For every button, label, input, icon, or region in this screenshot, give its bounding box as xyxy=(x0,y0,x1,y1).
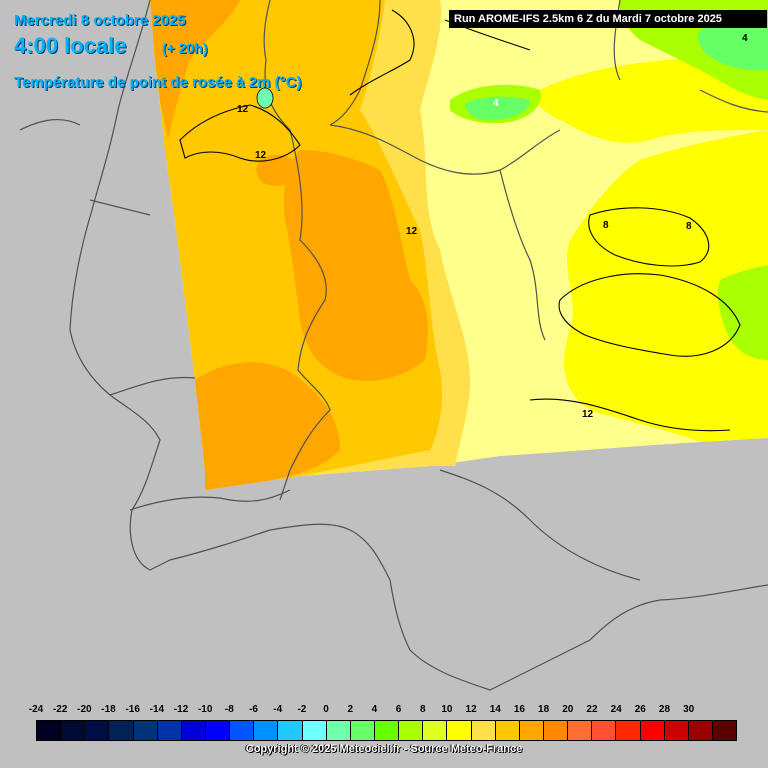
legend-tick-label: -22 xyxy=(52,704,68,715)
legend-swatch xyxy=(447,721,472,740)
contour-labels: 12 12 12 12 4 4 8 8 xyxy=(237,33,748,420)
legend-swatch xyxy=(664,721,689,740)
legend-swatch xyxy=(37,721,62,740)
legend-swatch xyxy=(85,721,110,740)
legend-swatch xyxy=(157,721,182,740)
field-zone-16-18 xyxy=(283,150,428,381)
legend-tick-label: -6 xyxy=(249,704,258,715)
field-zone-4-6 xyxy=(717,265,768,360)
legend-tick-label: -2 xyxy=(297,704,307,715)
legend-tick-label: -16 xyxy=(125,704,140,715)
legend-tick-label: -18 xyxy=(101,704,116,715)
field-zone-16-18 xyxy=(195,362,340,490)
copyright: Copyright © 2025 Meteociel.fr - Source M… xyxy=(245,743,523,755)
parameter-title: Température de point de rosée à 2m (°C) xyxy=(14,74,302,91)
legend-swatch xyxy=(592,721,617,740)
legend-swatch xyxy=(230,721,255,740)
forecast-time: 4:00 locale xyxy=(14,33,127,58)
contour-label: 12 xyxy=(406,226,418,237)
contour-label: 12 xyxy=(255,150,267,161)
legend-swatch xyxy=(616,721,641,740)
legend-tick-label: -8 xyxy=(224,704,234,715)
legend-swatch xyxy=(350,721,375,740)
legend-tick-label: 8 xyxy=(419,704,426,715)
legend-tick-label: 6 xyxy=(395,704,402,715)
legend-tick-label: 26 xyxy=(634,704,646,715)
legend-swatch xyxy=(568,721,593,740)
legend-tick-label: 18 xyxy=(538,704,550,715)
legend-tick-label: 12 xyxy=(465,704,477,715)
legend-swatch xyxy=(326,721,351,740)
contour-label: 8 xyxy=(686,221,692,232)
field-zone-0-2 xyxy=(256,87,274,109)
legend-tick-label: 28 xyxy=(658,704,671,715)
legend-swatch xyxy=(181,721,206,740)
run-banner: Run AROME-IFS 2.5km 6 Z du Mardi 7 octob… xyxy=(449,10,767,28)
legend-swatch xyxy=(471,721,496,740)
legend-swatch xyxy=(254,721,279,740)
contour-label: 8 xyxy=(603,220,609,231)
legend-swatch xyxy=(423,721,448,740)
legend-tick-label: -24 xyxy=(28,704,44,715)
legend-tick-label: 4 xyxy=(371,704,378,715)
legend-swatch xyxy=(495,721,520,740)
forecast-lead-time: (+ 20h) xyxy=(162,40,208,56)
legend-tick-label: 22 xyxy=(586,704,598,715)
field-zone-16-18 xyxy=(256,154,300,186)
legend-swatch xyxy=(109,721,134,740)
legend-color-bar xyxy=(36,720,737,741)
legend-tick-label: 30 xyxy=(683,704,695,715)
legend-tick-label: 16 xyxy=(513,704,525,715)
legend-tick-label: -14 xyxy=(149,704,165,715)
legend-swatch xyxy=(205,721,231,740)
dew-point-field xyxy=(150,0,768,490)
legend-ticks: -24 -22 -20 -18 -16 -14 -12 -10 -8 -6 -4 -2 0 2 4 6 8 10 1… xyxy=(0,704,768,718)
legend-swatch xyxy=(61,721,86,740)
legend-tick-label: 20 xyxy=(562,704,574,715)
legend-swatch xyxy=(712,721,737,740)
legend-swatch xyxy=(133,721,158,740)
field-zone-2-4 xyxy=(465,96,530,121)
legend-swatch xyxy=(519,721,544,740)
legend-tick-label: 0 xyxy=(323,704,329,715)
legend-swatch xyxy=(302,721,327,740)
contour-label: 12 xyxy=(582,409,594,420)
legend-swatch xyxy=(688,721,713,740)
forecast-date: Mercredi 8 octobre 2025 xyxy=(14,12,186,29)
legend-swatch xyxy=(543,721,569,740)
legend-tick-label: -12 xyxy=(173,704,189,715)
isolines xyxy=(179,9,741,432)
legend-tick-label: 14 xyxy=(489,704,501,715)
legend-tick-label: 2 xyxy=(347,704,354,715)
legend-tick-label: -20 xyxy=(77,704,92,715)
legend-swatch xyxy=(640,721,665,740)
contour-label: 4 xyxy=(742,33,748,44)
field-zone-8-10 xyxy=(564,130,768,442)
legend-tick-label: 24 xyxy=(610,704,622,715)
legend-swatch xyxy=(399,721,424,740)
contour-label: 4 xyxy=(493,98,499,109)
legend-swatch xyxy=(374,721,400,740)
legend-tick-label: -10 xyxy=(197,704,213,715)
field-zone-16-18 xyxy=(150,0,240,140)
contour-label: 12 xyxy=(237,104,249,115)
borders xyxy=(19,0,768,691)
legend-tick-label: 10 xyxy=(441,704,453,715)
legend-tick-label: -4 xyxy=(273,704,283,715)
legend-swatch xyxy=(278,721,303,740)
